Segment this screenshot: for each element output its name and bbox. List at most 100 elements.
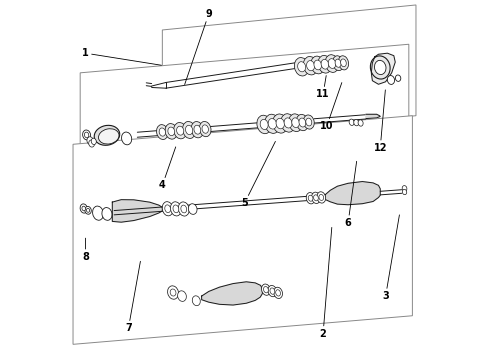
Ellipse shape	[162, 202, 173, 216]
Text: 9: 9	[184, 9, 212, 85]
Polygon shape	[162, 5, 415, 141]
Ellipse shape	[348, 119, 353, 125]
Polygon shape	[112, 200, 162, 222]
Polygon shape	[80, 44, 408, 208]
Ellipse shape	[87, 137, 93, 145]
Ellipse shape	[321, 59, 328, 69]
Ellipse shape	[82, 130, 90, 140]
Ellipse shape	[272, 114, 287, 133]
Ellipse shape	[310, 56, 324, 74]
Ellipse shape	[294, 58, 308, 76]
Ellipse shape	[177, 291, 186, 301]
Polygon shape	[370, 53, 394, 84]
Ellipse shape	[305, 118, 311, 126]
Ellipse shape	[264, 114, 280, 133]
Ellipse shape	[176, 126, 183, 135]
Ellipse shape	[395, 75, 400, 81]
Ellipse shape	[194, 125, 201, 134]
Polygon shape	[324, 181, 380, 205]
Ellipse shape	[173, 205, 179, 213]
Ellipse shape	[340, 59, 346, 67]
Ellipse shape	[261, 284, 270, 295]
Ellipse shape	[338, 56, 348, 70]
Ellipse shape	[199, 121, 211, 137]
Ellipse shape	[305, 193, 314, 204]
Text: 2: 2	[319, 228, 331, 339]
Text: 12: 12	[373, 90, 386, 153]
Ellipse shape	[260, 120, 267, 130]
Ellipse shape	[164, 205, 170, 213]
Ellipse shape	[402, 189, 406, 195]
Ellipse shape	[284, 118, 291, 128]
Ellipse shape	[313, 195, 318, 201]
Ellipse shape	[386, 76, 394, 84]
Text: 7: 7	[125, 261, 140, 333]
Text: 4: 4	[159, 147, 175, 190]
Ellipse shape	[318, 194, 323, 201]
Ellipse shape	[298, 118, 305, 127]
Text: 10: 10	[319, 82, 341, 131]
Ellipse shape	[327, 59, 335, 68]
Ellipse shape	[156, 125, 168, 139]
Text: 8: 8	[82, 238, 89, 262]
Text: 5: 5	[241, 141, 275, 208]
Ellipse shape	[98, 129, 119, 144]
Ellipse shape	[173, 122, 186, 139]
Ellipse shape	[269, 288, 274, 294]
Ellipse shape	[313, 60, 321, 70]
Ellipse shape	[91, 138, 96, 145]
Ellipse shape	[303, 115, 314, 129]
Ellipse shape	[311, 192, 320, 203]
Ellipse shape	[303, 57, 317, 75]
Ellipse shape	[94, 125, 120, 145]
Ellipse shape	[273, 287, 282, 298]
Ellipse shape	[291, 118, 299, 127]
Ellipse shape	[263, 287, 268, 293]
Ellipse shape	[280, 114, 295, 132]
Ellipse shape	[167, 127, 174, 136]
Ellipse shape	[316, 192, 325, 203]
Polygon shape	[201, 282, 262, 305]
Ellipse shape	[307, 195, 312, 201]
Ellipse shape	[86, 208, 89, 212]
Ellipse shape	[80, 204, 87, 213]
Ellipse shape	[122, 132, 131, 145]
Ellipse shape	[353, 120, 358, 126]
Ellipse shape	[182, 121, 195, 139]
Text: 11: 11	[316, 76, 329, 99]
Ellipse shape	[202, 125, 208, 133]
Ellipse shape	[178, 202, 189, 216]
Ellipse shape	[84, 132, 89, 138]
Text: 3: 3	[382, 215, 399, 301]
Ellipse shape	[256, 115, 271, 134]
Text: 6: 6	[344, 161, 356, 228]
Ellipse shape	[88, 140, 94, 147]
Ellipse shape	[332, 56, 343, 71]
Ellipse shape	[401, 186, 406, 191]
Text: 1: 1	[82, 48, 161, 65]
Ellipse shape	[170, 202, 181, 216]
Ellipse shape	[192, 296, 200, 306]
Ellipse shape	[374, 60, 385, 75]
Ellipse shape	[188, 204, 197, 214]
Ellipse shape	[92, 206, 103, 220]
Ellipse shape	[191, 122, 203, 138]
Ellipse shape	[334, 59, 341, 67]
Ellipse shape	[167, 286, 178, 299]
Ellipse shape	[275, 118, 284, 129]
Ellipse shape	[170, 289, 176, 296]
Ellipse shape	[165, 123, 177, 139]
Ellipse shape	[297, 62, 305, 72]
Polygon shape	[365, 114, 380, 118]
Ellipse shape	[102, 208, 112, 220]
Ellipse shape	[296, 114, 308, 131]
Ellipse shape	[357, 120, 363, 126]
Ellipse shape	[84, 206, 91, 214]
Ellipse shape	[185, 125, 192, 135]
Ellipse shape	[369, 56, 389, 79]
Ellipse shape	[288, 114, 302, 131]
Ellipse shape	[267, 285, 276, 297]
Ellipse shape	[181, 205, 186, 213]
Ellipse shape	[275, 290, 280, 296]
Ellipse shape	[267, 118, 276, 129]
